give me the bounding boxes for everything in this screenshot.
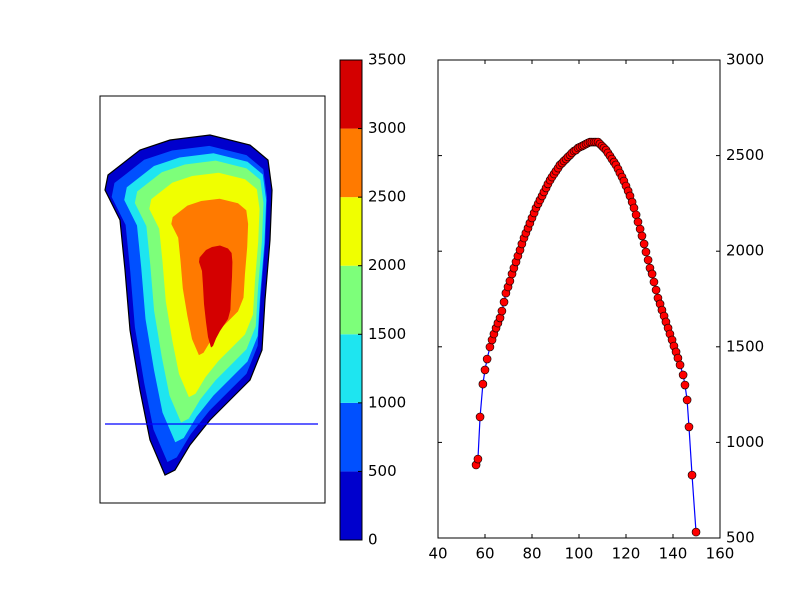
colorbar-tick-label: 3500 (368, 51, 406, 69)
data-point (682, 395, 692, 405)
y-tick-label: 2500 (726, 146, 764, 164)
x-tick-label: 80 (522, 545, 541, 563)
data-point (687, 470, 697, 480)
colorbar-segment (340, 197, 362, 266)
colorbar-segment (340, 471, 362, 540)
data-point (641, 247, 651, 257)
data-point (475, 412, 485, 422)
colorbar-segment (340, 128, 362, 198)
colorbar-tick-label: 2000 (368, 256, 406, 274)
data-point (482, 354, 492, 364)
map (104, 134, 273, 476)
data-point (651, 285, 661, 295)
x-tick-label: 120 (612, 545, 641, 563)
y-tick-label: 1000 (726, 433, 764, 451)
colorbar-segment (340, 334, 362, 403)
data-point (647, 269, 657, 279)
colorbar-tick-label: 500 (368, 462, 397, 480)
data-point (649, 277, 659, 287)
data-point (497, 306, 507, 316)
coastline (104, 134, 273, 476)
data-point (678, 370, 688, 380)
colorbar-tick-label: 1000 (368, 393, 406, 411)
colorbar-segment (340, 265, 362, 335)
data-point (680, 380, 690, 390)
contour-region (199, 245, 233, 348)
y-tick-label: 500 (726, 529, 755, 547)
colorbar-segment (340, 402, 362, 472)
map-frame (99, 95, 326, 504)
data-point (691, 527, 701, 537)
colorbar-segment (340, 60, 362, 129)
y-tick-label: 1500 (726, 337, 764, 355)
colorbar-tick-label: 2500 (368, 188, 406, 206)
data-point (637, 231, 647, 241)
x-tick-label: 40 (428, 545, 447, 563)
x-tick-label: 160 (706, 545, 735, 563)
data-point (485, 342, 495, 352)
x-tick-label: 60 (475, 545, 494, 563)
colorbar-frame (339, 59, 363, 541)
data-point (639, 239, 649, 249)
y-tick-label: 2000 (726, 242, 764, 260)
data-point (643, 255, 653, 265)
colorbar-tick-label: 0 (368, 531, 378, 549)
y-tick-label: 3000 (726, 51, 764, 69)
data-point (499, 297, 509, 307)
x-tick-label: 140 (659, 545, 688, 563)
colorbar-tick-label: 3000 (368, 119, 406, 137)
data-point (480, 365, 490, 375)
data-point (473, 454, 483, 464)
data-point (478, 379, 488, 389)
data-point (631, 210, 641, 220)
data-point (633, 217, 643, 227)
data-point (505, 276, 515, 286)
x-tick-label: 100 (565, 545, 594, 563)
colorbar-tick-label: 1500 (368, 325, 406, 343)
data-point (684, 422, 694, 432)
data-point (675, 360, 685, 370)
